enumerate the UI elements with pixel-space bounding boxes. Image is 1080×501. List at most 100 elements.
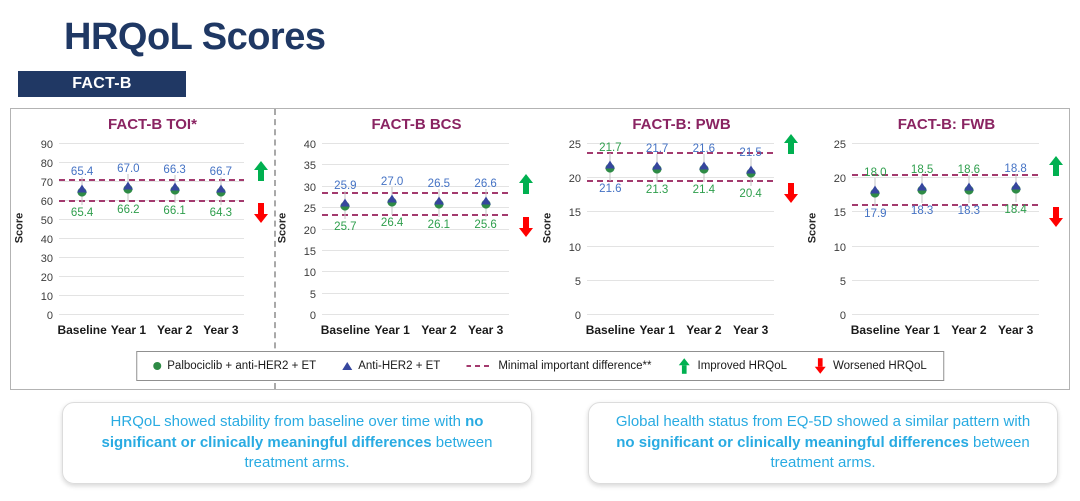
legend-item-anti-her2: Anti-HER2 + ET [342, 360, 440, 372]
y-axis-tick-label: 0 [839, 310, 846, 322]
legend: Palbociclib + anti-HER2 + ET Anti-HER2 +… [136, 351, 944, 381]
gridline [59, 181, 244, 182]
data-label-above: 21.7 [645, 142, 669, 155]
gridline [587, 245, 774, 247]
gridline [59, 219, 244, 220]
gridline [59, 238, 244, 240]
arrow-shaft [1053, 165, 1059, 177]
data-point-marker [215, 176, 227, 206]
charts-row: FACT-B TOI* Score 0 10 20 30 40 50 60 70 80 90 65.… [11, 109, 1069, 341]
callout-text: between treatment arms. [770, 433, 1030, 472]
legend-label: Minimal important difference** [498, 360, 652, 372]
mid-lower-dashed-line [322, 213, 509, 216]
callout-text-bold: no significant or clinically meaningful … [616, 433, 969, 451]
x-axis-category-label: Baseline [850, 323, 901, 337]
down-arrow-icon [814, 358, 826, 374]
arrow-shaft [788, 182, 794, 194]
legend-item-palbociclib: Palbociclib + anti-HER2 + ET [153, 360, 316, 372]
y-axis-tick-label: 30 [40, 253, 53, 266]
x-axis-category-label: Year 1 [110, 323, 147, 337]
x-axis-category-label: Year 1 [639, 323, 675, 337]
x-axis-category-label: Year 2 [421, 323, 457, 337]
chart-body: Score 0 5 10 15 20 25 18.0 17.9 Baseline 18.5 18.3… [804, 139, 1069, 341]
chart-fact-b-fwb: FACT-B: FWB Score 0 5 10 15 20 25 18.0 17.9 Base… [804, 116, 1069, 341]
y-axis-tick-label: 0 [46, 310, 53, 322]
x-axis-category-label: Year 3 [203, 323, 239, 337]
chart-body: Score 0 5 10 15 20 25 21.7 21.6 Baseline 21.7 21.3… [539, 134, 804, 341]
anti-her2-marker-triangle [745, 165, 756, 174]
plot-area: 0 5 10 15 20 25 30 35 40 25.9 25.7 Baseline 27.0 26.4… [304, 139, 533, 337]
chart-title: FACT-B BCS [371, 116, 462, 133]
anti-her2-marker-triangle [77, 184, 88, 193]
y-axis-tick-label: 90 [40, 139, 53, 151]
gridline [587, 314, 774, 315]
arrow-shaft [258, 170, 264, 182]
x-axis-category-label: Year 2 [951, 323, 987, 337]
data-point-marker [745, 157, 757, 187]
data-label-below: 20.4 [739, 187, 762, 200]
y-axis-tick-label: 60 [40, 196, 53, 209]
arrow-shaft [258, 202, 264, 214]
legend-label: Palbociclib + anti-HER2 + ET [167, 360, 317, 372]
y-axis-tick-label: 40 [303, 139, 316, 151]
data-label-above: 18.8 [1004, 162, 1027, 175]
data-label-below: 64.3 [209, 206, 233, 219]
gridline [852, 314, 1039, 315]
data-label-below: 66.2 [117, 204, 140, 217]
anti-her2-marker-triangle [387, 194, 398, 203]
data-point-marker [916, 174, 928, 204]
data-label-above: 21.5 [739, 146, 762, 159]
anti-her2-marker-triangle [1010, 181, 1021, 190]
data-point-marker [122, 173, 134, 203]
gridline [322, 207, 509, 209]
y-axis-tick-label: 70 [40, 177, 53, 189]
gridline [852, 177, 1039, 179]
data-label-below: 21.4 [692, 183, 716, 196]
y-axis-tick-label: 40 [40, 234, 53, 247]
callout-eq5d-pattern: Global health status from EQ-5D showed a… [588, 402, 1058, 485]
data-label-above: 26.5 [427, 177, 451, 190]
gridline [322, 185, 509, 187]
anti-her2-marker-triangle [123, 181, 134, 190]
callout-text: between treatment arms. [244, 433, 493, 472]
data-label-above: 66.3 [163, 164, 186, 177]
data-label-above: 18.0 [864, 167, 887, 180]
data-point-marker [1010, 173, 1022, 203]
y-axis-tick-label: 0 [309, 310, 316, 322]
down-arrow-head [519, 227, 533, 237]
gridline [59, 295, 244, 297]
charts-panel: FACT-B TOI* Score 0 10 20 30 40 50 60 70 80 90 65.… [10, 108, 1070, 390]
up-arrow-icon [679, 358, 690, 374]
up-arrow-head [784, 134, 798, 144]
y-axis-tick-label: 20 [833, 173, 846, 186]
x-axis-category-label: Year 3 [997, 323, 1034, 337]
data-label-below: 25.6 [474, 219, 497, 232]
x-axis-category-label: Year 3 [467, 323, 504, 337]
up-arrow-head [519, 174, 533, 184]
y-axis-tick-label: 10 [833, 241, 846, 254]
x-axis-category-label: Year 1 [374, 323, 410, 337]
legend-item-worsened: Worsened HRQoL [813, 356, 927, 376]
gridline [322, 292, 509, 294]
data-point-marker [76, 176, 88, 206]
arrow-shaft [788, 143, 794, 155]
data-point-marker [869, 177, 881, 207]
y-axis-tick-label: 5 [574, 275, 581, 288]
data-label-below: 66.1 [163, 205, 186, 218]
y-axis-tick-label: 25 [833, 139, 846, 151]
plot-area: 0 10 20 30 40 50 60 70 80 90 65.4 65.4 Baseline 67.0 6… [41, 139, 268, 337]
improved-hrqol-arrow [254, 161, 268, 182]
y-axis-tick-label: 10 [303, 267, 316, 280]
y-axis-tick-label: 25 [568, 139, 581, 151]
x-axis-category-label: Baseline [57, 323, 107, 337]
gridline [322, 314, 509, 315]
data-point-marker [963, 174, 975, 204]
legend-item-mid: Minimal important difference** [466, 360, 652, 372]
plot-area: 0 5 10 15 20 25 21.7 21.6 Baseline 21.7 21.3 Year 1… [569, 134, 798, 337]
gridline [322, 249, 509, 251]
anti-her2-marker-triangle [340, 198, 351, 207]
data-label-below: 26.1 [427, 218, 451, 231]
y-axis-tick-label: 10 [568, 241, 581, 254]
data-label-below: 21.3 [645, 183, 669, 196]
y-axis-tick-label: 20 [40, 272, 53, 285]
